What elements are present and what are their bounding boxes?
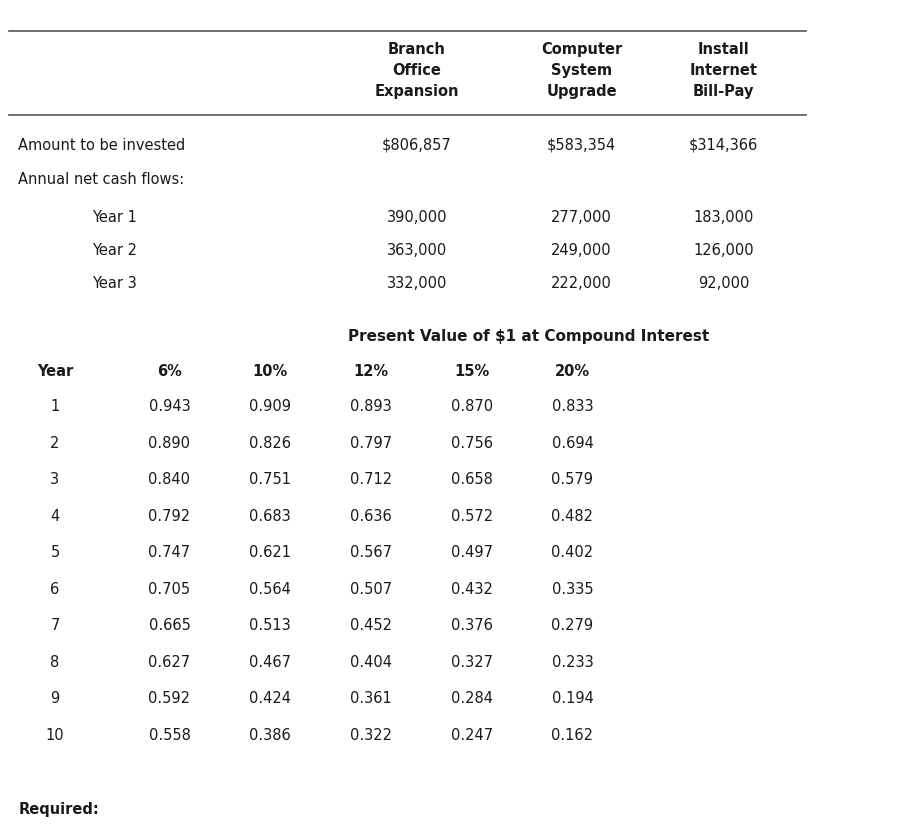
Text: 126,000: 126,000: [693, 243, 754, 258]
Text: 0.404: 0.404: [350, 655, 392, 670]
Text: 0.247: 0.247: [451, 728, 493, 743]
Text: 0.826: 0.826: [249, 436, 291, 451]
Text: 0.890: 0.890: [148, 436, 191, 451]
Text: 0.335: 0.335: [551, 582, 594, 597]
Text: 0.402: 0.402: [551, 545, 594, 560]
Text: Computer
System
Upgrade: Computer System Upgrade: [541, 42, 622, 99]
Text: 5: 5: [50, 545, 60, 560]
Text: $806,857: $806,857: [382, 138, 452, 153]
Text: 0.627: 0.627: [148, 655, 191, 670]
Text: 0.592: 0.592: [148, 691, 191, 706]
Text: 0.833: 0.833: [551, 399, 594, 414]
Text: 0.558: 0.558: [148, 728, 191, 743]
Text: 0.893: 0.893: [350, 399, 392, 414]
Text: 222,000: 222,000: [551, 276, 612, 291]
Text: Present Value of $1 at Compound Interest: Present Value of $1 at Compound Interest: [348, 329, 709, 344]
Text: 0.636: 0.636: [350, 509, 392, 524]
Text: 4: 4: [50, 509, 60, 524]
Text: 0.712: 0.712: [350, 472, 392, 487]
Text: 0.513: 0.513: [249, 618, 291, 633]
Text: 0.424: 0.424: [249, 691, 291, 706]
Text: 0.564: 0.564: [249, 582, 291, 597]
Text: 6: 6: [50, 582, 60, 597]
Text: 0.909: 0.909: [249, 399, 291, 414]
Text: 0.327: 0.327: [451, 655, 493, 670]
Text: 0.797: 0.797: [350, 436, 392, 451]
Text: 0.579: 0.579: [551, 472, 594, 487]
Text: $314,366: $314,366: [689, 138, 758, 153]
Text: 0.322: 0.322: [350, 728, 392, 743]
Text: 0.943: 0.943: [148, 399, 191, 414]
Text: 9: 9: [50, 691, 60, 706]
Text: 0.756: 0.756: [451, 436, 493, 451]
Text: 390,000: 390,000: [387, 210, 447, 225]
Text: 0.840: 0.840: [148, 472, 191, 487]
Text: 0.567: 0.567: [350, 545, 392, 560]
Text: 15%: 15%: [454, 364, 489, 378]
Text: Install
Internet
Bill-Pay: Install Internet Bill-Pay: [690, 42, 758, 99]
Text: 1: 1: [50, 399, 60, 414]
Text: 0.747: 0.747: [148, 545, 191, 560]
Text: 0.361: 0.361: [350, 691, 392, 706]
Text: 332,000: 332,000: [387, 276, 447, 291]
Text: 0.870: 0.870: [451, 399, 493, 414]
Text: 10%: 10%: [253, 364, 288, 378]
Text: 0.162: 0.162: [551, 728, 594, 743]
Text: Annual net cash flows:: Annual net cash flows:: [18, 172, 184, 187]
Text: Branch
Office
Expansion: Branch Office Expansion: [375, 42, 459, 99]
Text: 0.572: 0.572: [451, 509, 493, 524]
Text: 0.621: 0.621: [249, 545, 291, 560]
Text: 0.386: 0.386: [249, 728, 291, 743]
Text: 0.792: 0.792: [148, 509, 191, 524]
Text: 249,000: 249,000: [551, 243, 612, 258]
Text: Year 2: Year 2: [92, 243, 136, 258]
Text: 0.432: 0.432: [451, 582, 493, 597]
Text: 0.467: 0.467: [249, 655, 291, 670]
Text: 0.482: 0.482: [551, 509, 594, 524]
Text: 0.233: 0.233: [551, 655, 594, 670]
Text: 277,000: 277,000: [551, 210, 612, 225]
Text: Required:: Required:: [18, 802, 99, 817]
Text: 0.497: 0.497: [451, 545, 493, 560]
Text: 0.452: 0.452: [350, 618, 392, 633]
Text: 0.376: 0.376: [451, 618, 493, 633]
Text: 0.279: 0.279: [551, 618, 594, 633]
Text: 20%: 20%: [555, 364, 590, 378]
Text: 3: 3: [50, 472, 60, 487]
Text: 92,000: 92,000: [698, 276, 749, 291]
Text: 0.658: 0.658: [451, 472, 493, 487]
Text: 0.705: 0.705: [148, 582, 191, 597]
Text: 0.751: 0.751: [249, 472, 291, 487]
Text: 0.694: 0.694: [551, 436, 594, 451]
Text: 7: 7: [50, 618, 60, 633]
Text: 0.507: 0.507: [350, 582, 392, 597]
Text: 0.683: 0.683: [249, 509, 291, 524]
Text: 363,000: 363,000: [387, 243, 447, 258]
Text: Year 1: Year 1: [92, 210, 136, 225]
Text: 0.284: 0.284: [451, 691, 493, 706]
Text: 0.665: 0.665: [148, 618, 191, 633]
Text: 2: 2: [50, 436, 60, 451]
Text: Year: Year: [37, 364, 73, 378]
Text: Year 3: Year 3: [92, 276, 136, 291]
Text: 12%: 12%: [354, 364, 388, 378]
Text: 183,000: 183,000: [693, 210, 754, 225]
Text: $583,354: $583,354: [547, 138, 616, 153]
Text: 8: 8: [50, 655, 60, 670]
Text: 6%: 6%: [157, 364, 182, 378]
Text: Amount to be invested: Amount to be invested: [18, 138, 186, 153]
Text: 0.194: 0.194: [551, 691, 594, 706]
Text: 10: 10: [46, 728, 64, 743]
